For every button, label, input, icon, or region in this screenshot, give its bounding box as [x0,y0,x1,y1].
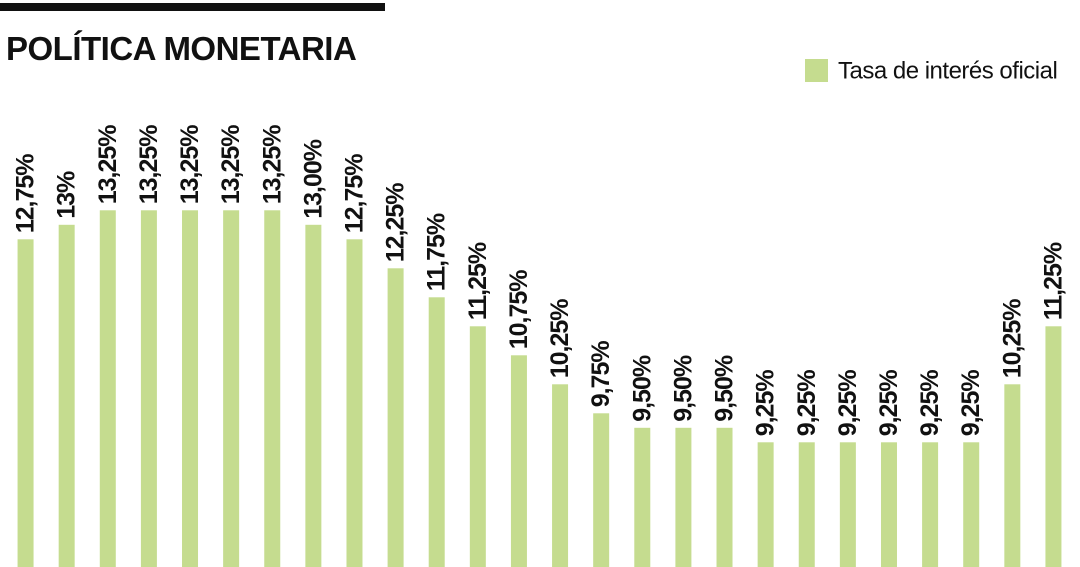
legend-label: Tasa de interés oficial [838,58,1057,85]
bar [1004,384,1021,567]
bar [510,355,527,567]
value-label: 12,25% [382,183,410,263]
value-label: 12,75% [340,154,368,234]
value-label: 9,25% [916,370,944,437]
title-rule [0,3,385,11]
value-label: 9,25% [793,370,821,437]
value-label: 10,25% [998,299,1026,379]
value-label: 10,25% [546,299,574,379]
bar [1045,326,1062,567]
bar [634,427,651,567]
value-label: 9,25% [875,370,903,437]
bar [716,427,733,567]
value-label: 13% [53,171,81,219]
value-label: 11,75% [423,213,451,291]
value-label: 13,25% [135,125,163,205]
bar [798,442,815,567]
bar [305,224,322,567]
value-label: 9,25% [752,370,780,437]
value-label: 9,75% [587,341,615,408]
value-label: 9,50% [669,355,697,422]
bar [880,442,897,567]
bar [593,413,610,567]
bar [469,326,486,567]
value-label: 9,50% [711,355,739,422]
value-label: 13,25% [94,125,122,205]
chart-title: POLÍTICA MONETARIA [6,30,356,67]
bar [140,210,157,567]
value-label: 9,25% [957,370,985,437]
bar [182,210,199,567]
value-label: 9,25% [834,370,862,437]
bar [99,210,116,567]
bar [223,210,240,567]
value-label: 13,25% [217,125,245,205]
value-label: 13,25% [176,125,204,205]
bar [387,268,404,567]
bar [17,239,34,567]
value-label: 9,50% [628,355,656,422]
bar [757,442,774,567]
legend-swatch [805,59,828,82]
value-label: 12,75% [12,154,40,234]
bar [346,239,363,567]
bar [264,210,281,567]
value-label: 11,25% [464,242,492,320]
bar [58,224,75,567]
value-label: 13,25% [258,125,286,205]
bar [963,442,980,567]
bar [428,297,445,567]
bar [675,427,692,567]
bar [839,442,856,567]
bar [552,384,569,567]
value-label: 11,25% [1039,242,1067,320]
value-label: 10,75% [505,270,533,350]
value-label: 13,00% [299,139,327,219]
bar [922,442,939,567]
